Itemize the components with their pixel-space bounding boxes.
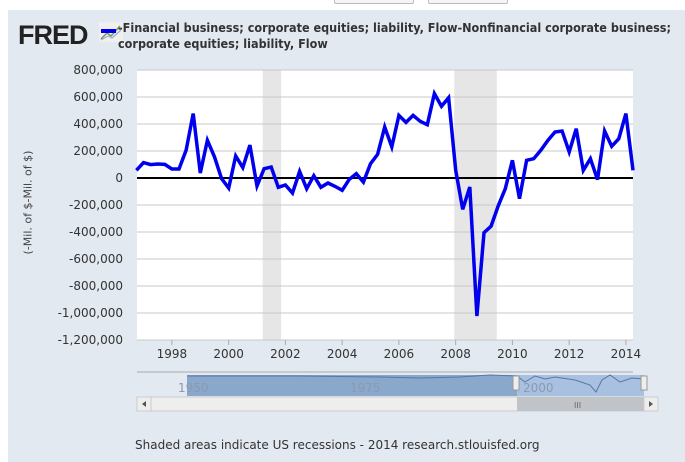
y-tick-label: -600,000 (69, 252, 123, 266)
navigator-label: 1950 (178, 381, 209, 395)
scrollbar-thumb[interactable] (517, 397, 644, 411)
footer-note: Shaded areas indicate US recessions - 20… (135, 438, 540, 452)
y-tick-label: -400,000 (69, 225, 123, 239)
y-tick-label: 200,000 (73, 144, 123, 158)
y-tick-label: 600,000 (73, 90, 123, 104)
y-tick-label: -800,000 (69, 279, 123, 293)
navigator-handle-right[interactable] (640, 375, 648, 391)
x-tick-label: 1998 (157, 347, 188, 361)
x-tick-label: 2004 (327, 347, 358, 361)
y-tick-label: -1,200,000 (58, 333, 123, 347)
y-tick-label: -200,000 (69, 198, 123, 212)
y-tick-label: -1,000,000 (58, 306, 123, 320)
x-tick-label: 2010 (497, 347, 528, 361)
navigator-label: 2000 (523, 381, 554, 395)
x-tick-label: 2002 (270, 347, 301, 361)
x-tick-label: 2006 (384, 347, 415, 361)
x-tick-label: 2000 (213, 347, 244, 361)
legend-swatch (101, 29, 116, 33)
navigator[interactable]: 1950 1975 2000 III (136, 371, 659, 412)
x-tick-label: 2008 (440, 347, 471, 361)
fred-logo: FRED (18, 20, 88, 50)
scrollbar-grip-icon: III (574, 401, 581, 410)
navigator-selection[interactable] (517, 375, 644, 396)
navigator-area (187, 375, 517, 396)
top-button-1[interactable] (334, 0, 414, 4)
x-tick-label: 2014 (611, 347, 642, 361)
top-button-2[interactable] (428, 0, 508, 4)
legend-label: -Financial business; corporate equities;… (118, 20, 671, 51)
y-tick-label: 0 (115, 171, 123, 185)
x-tick-label: 2012 (554, 347, 585, 361)
y-tick-label: 400,000 (73, 117, 123, 131)
y-tick-label: 800,000 (73, 63, 123, 77)
arrow-right-icon (649, 401, 653, 407)
arrow-left-icon (142, 401, 146, 407)
navigator-handle-left[interactable] (512, 375, 520, 391)
navigator-label: 1975 (350, 381, 381, 395)
